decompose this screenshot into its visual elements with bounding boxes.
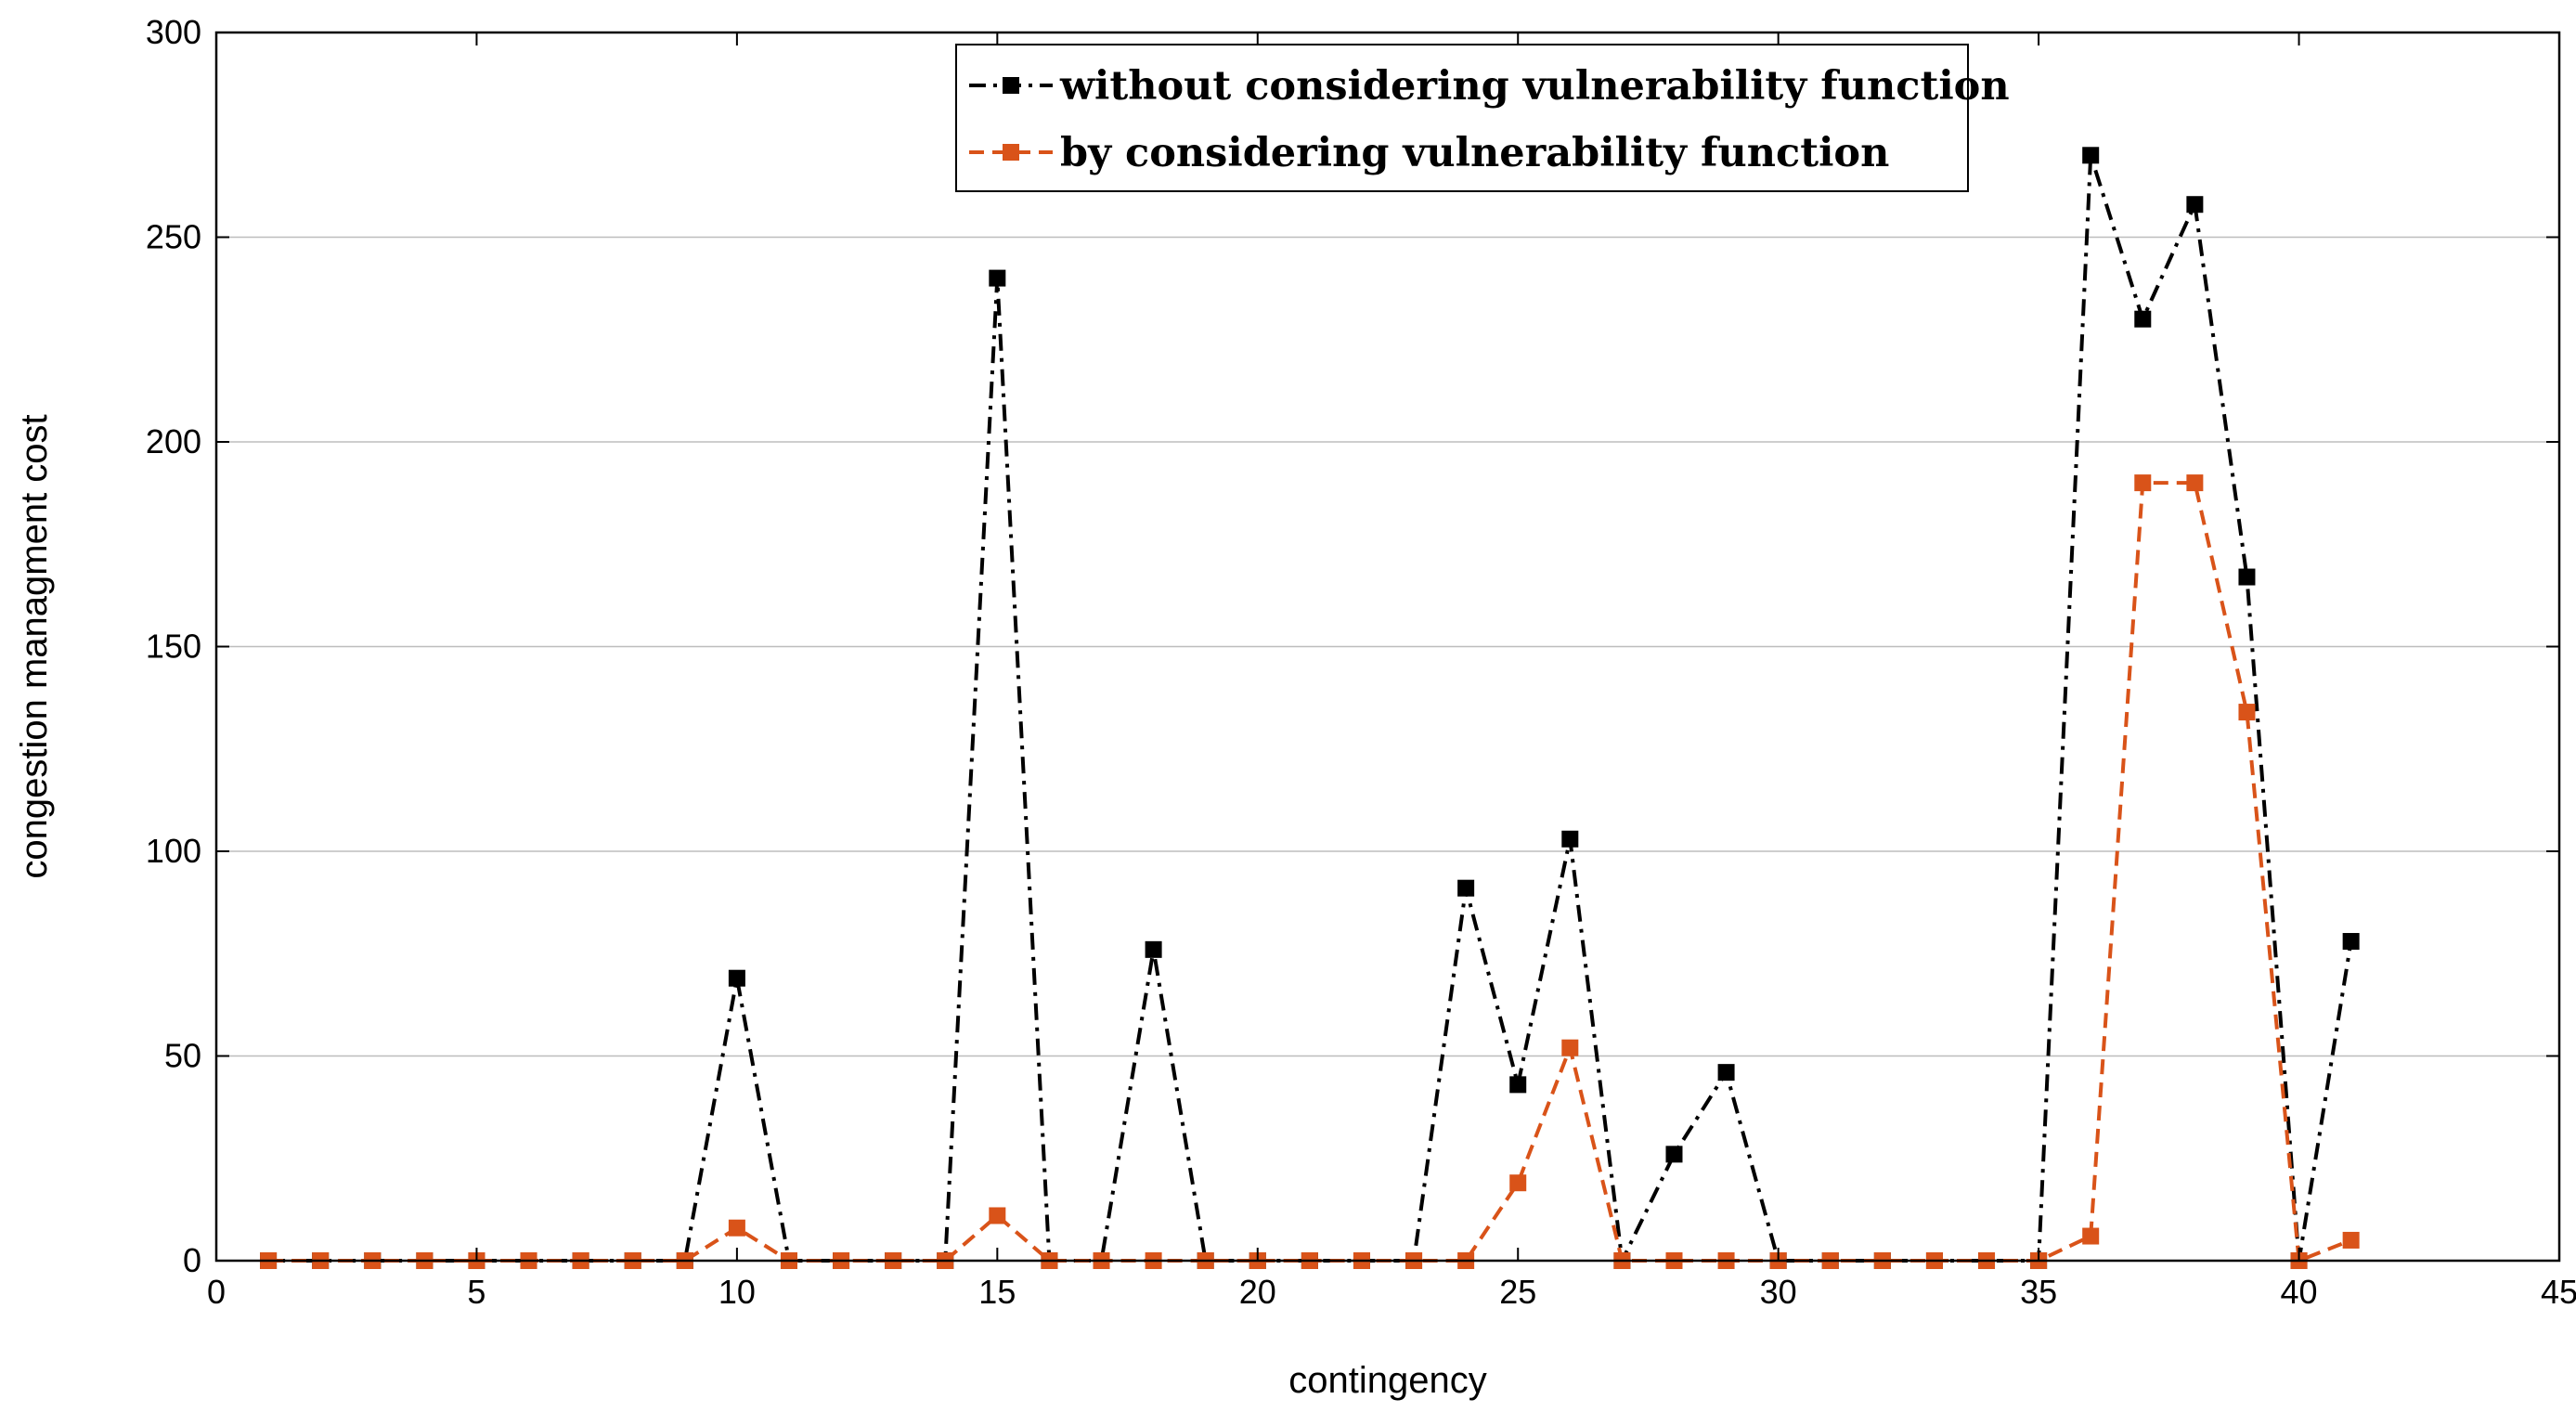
y-tick-label: 250 (146, 218, 201, 256)
x-tick-label: 10 (718, 1273, 756, 1311)
data-point (1457, 879, 1475, 897)
x-tick-label: 5 (467, 1273, 485, 1311)
data-point (989, 269, 1006, 287)
y-tick-label: 50 (164, 1037, 201, 1075)
data-point (728, 969, 745, 987)
data-point (2082, 1227, 2100, 1245)
legend-label-without: without considering vulnerability functi… (1059, 63, 2010, 110)
data-point (1509, 1174, 1527, 1192)
x-tick-label: 30 (1760, 1273, 1797, 1311)
data-point (728, 1219, 745, 1237)
data-point (2082, 147, 2100, 164)
x-tick-label: 25 (1499, 1273, 1536, 1311)
grid (216, 236, 2559, 1057)
data-point (2238, 568, 2256, 586)
x-tick-label: 20 (1239, 1273, 1276, 1311)
data-point (1717, 1064, 1735, 1082)
data-point (2134, 310, 2152, 328)
data-point (2186, 474, 2204, 492)
data-point (1561, 1039, 1579, 1056)
legend-label-with: by considering vulnerability function (1060, 130, 1889, 176)
legend-marker-without (1003, 77, 1019, 94)
x-tick-label: 0 (207, 1273, 226, 1311)
data-point (2342, 1231, 2360, 1249)
data-point (2238, 704, 2256, 721)
data-point (2342, 933, 2360, 951)
legend-box (955, 44, 1969, 192)
x-tick-label: 45 (2541, 1273, 2576, 1311)
x-tick-label: 35 (2020, 1273, 2057, 1311)
data-point (1509, 1076, 1527, 1094)
x-axis-title: contingency (1288, 1360, 1486, 1401)
data-point (1665, 1146, 1683, 1163)
data-point (2134, 474, 2152, 492)
x-tick-label: 40 (2281, 1273, 2318, 1311)
x-tick-label: 15 (978, 1273, 1016, 1311)
y-tick-label: 200 (146, 422, 201, 460)
ticks: 0 5 10 15 20 25 30 35 40 45 0 50 100 150 200 250 300 (146, 13, 2576, 1311)
legend: without considering vulnerability functi… (955, 44, 2010, 192)
data-point (1561, 830, 1579, 848)
y-tick-label: 300 (146, 13, 201, 51)
y-tick-label: 100 (146, 832, 201, 870)
legend-marker-with (1003, 144, 1019, 161)
data-point (2186, 196, 2204, 214)
y-tick-label: 150 (146, 628, 201, 666)
data-point (1145, 940, 1162, 958)
data-point (989, 1207, 1006, 1224)
y-tick-label: 0 (183, 1241, 201, 1279)
y-axis-title: congestion managment cost (14, 414, 55, 878)
